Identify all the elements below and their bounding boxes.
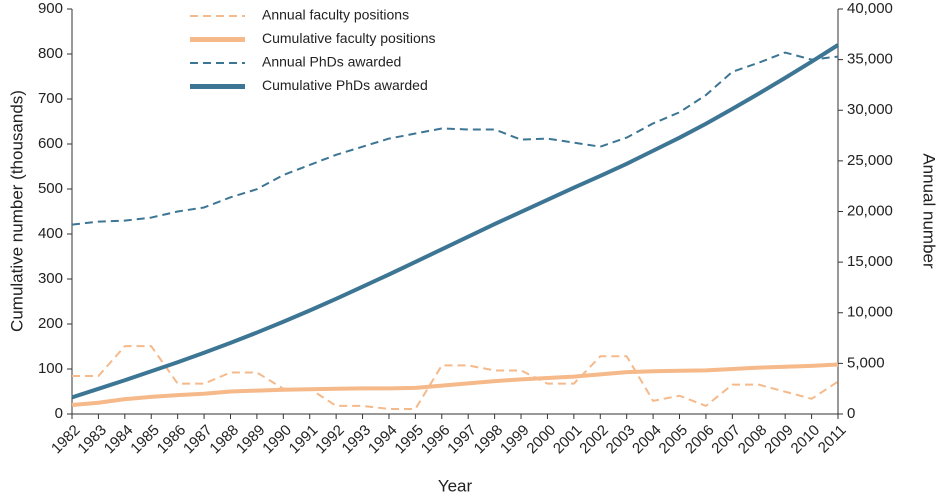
x-tick-label: 2011 — [815, 422, 850, 457]
y2-tick-label: 10,000 — [847, 304, 893, 321]
x-tick-label: 1994 — [365, 422, 401, 458]
series-line — [71, 51, 839, 226]
x-tick-label: 2008 — [735, 422, 771, 458]
y2-tick-label: 20,000 — [847, 202, 893, 219]
series-line — [72, 345, 839, 410]
y2-tick-label: 15,000 — [847, 253, 893, 270]
legend-label: Annual faculty positions — [262, 7, 409, 23]
legend-label: Cumulative faculty positions — [262, 30, 436, 46]
x-tick-label: 2000 — [523, 422, 559, 458]
x-tick-label: 1987 — [180, 422, 216, 458]
x-tick-label: 1995 — [391, 422, 427, 458]
y-tick-label: 700 — [38, 90, 63, 107]
x-tick-label: 1993 — [339, 422, 375, 458]
x-tick-label: 1992 — [312, 422, 348, 458]
x-tick-label: 2007 — [708, 422, 744, 458]
x-tick-label: 1988 — [206, 422, 242, 458]
y2-tick-label: 25,000 — [847, 152, 893, 169]
x-tick-label: 1986 — [154, 422, 190, 458]
x-tick-label: 1983 — [74, 422, 110, 458]
y2-tick-label: 5,000 — [847, 354, 885, 371]
x-tick-label: 1982 — [48, 422, 84, 458]
x-tick-label: 1996 — [418, 422, 454, 458]
y2-tick-label: 35,000 — [847, 51, 893, 68]
x-tick-label: 1991 — [286, 422, 322, 458]
x-tick-label: 2004 — [629, 422, 665, 458]
legend-label: Cumulative PhDs awarded — [262, 77, 428, 93]
y-tick-label: 100 — [38, 360, 63, 377]
legend-label: Annual PhDs awarded — [262, 54, 401, 70]
y-tick-label: 200 — [38, 315, 63, 332]
x-tick-label: 2006 — [682, 422, 718, 458]
x-tick-label: 1999 — [497, 422, 533, 458]
x-tick-label: 1984 — [101, 422, 137, 458]
y-tick-label: 500 — [38, 180, 63, 197]
y-tick-label: 800 — [38, 45, 63, 62]
x-tick-label: 2009 — [761, 422, 797, 458]
y-tick-label: 400 — [38, 225, 63, 242]
y2-axis-label: Annual number — [920, 153, 939, 269]
y-axis-label: Cumulative number (thousands) — [7, 90, 26, 332]
x-axis-label: Year — [438, 476, 473, 495]
x-tick-label: 2002 — [576, 422, 612, 458]
y2-tick-label: 30,000 — [847, 101, 893, 118]
y-tick-label: 900 — [38, 0, 63, 17]
x-tick-label: 1997 — [444, 422, 480, 458]
y-tick-label: 300 — [38, 270, 63, 287]
x-tick-label: 2010 — [788, 422, 824, 458]
x-tick-label: 2003 — [603, 422, 639, 458]
x-tick-label: 2005 — [656, 422, 692, 458]
x-tick-label: 1985 — [127, 422, 163, 458]
y2-tick-label: 40,000 — [847, 0, 893, 17]
x-tick-label: 1998 — [471, 422, 507, 458]
x-tick-label: 1990 — [259, 422, 295, 458]
series-line — [71, 43, 840, 400]
series-line — [71, 362, 839, 407]
x-tick-label: 1989 — [233, 422, 269, 458]
y-tick-label: 600 — [38, 135, 63, 152]
y-tick-label: 0 — [55, 405, 63, 422]
x-tick-label: 2001 — [550, 422, 586, 458]
y2-tick-label: 0 — [847, 405, 855, 422]
